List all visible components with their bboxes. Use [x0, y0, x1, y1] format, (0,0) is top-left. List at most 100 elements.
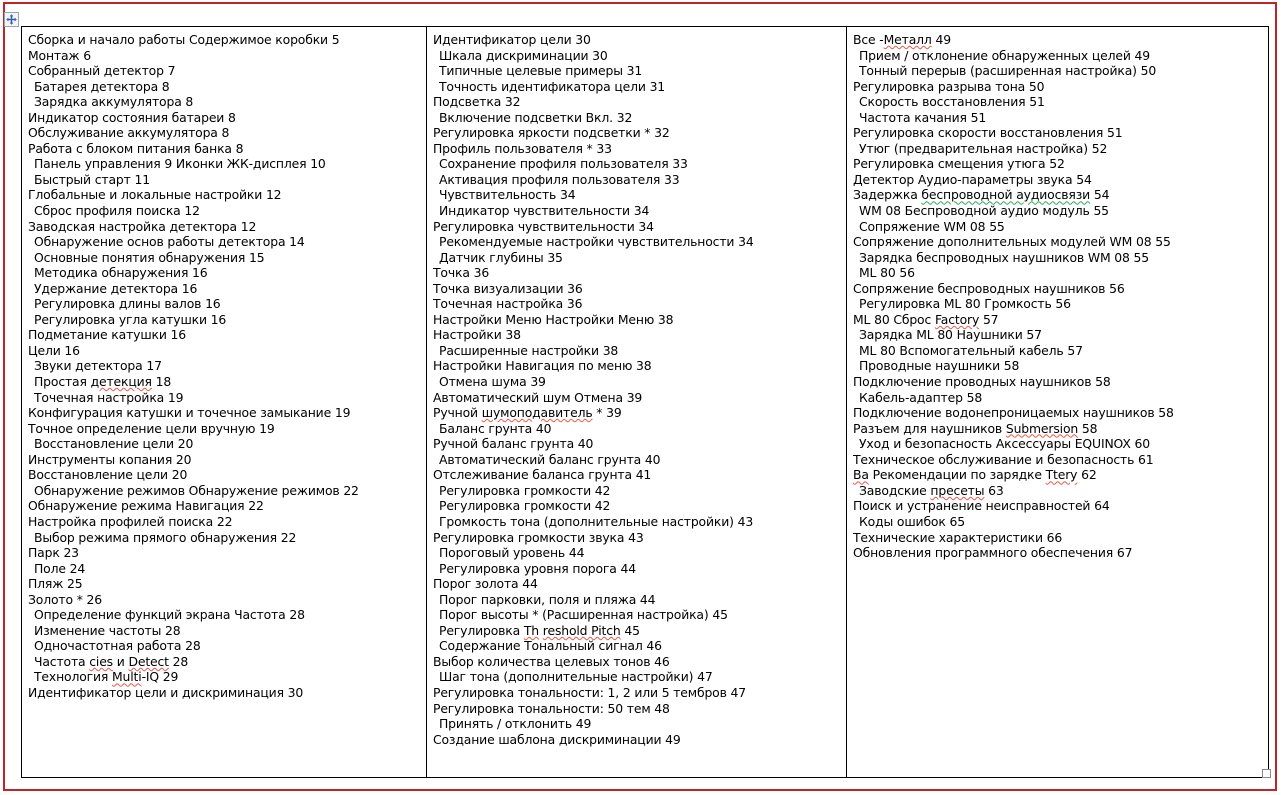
- toc-entry: Настройка профилей поиска 22: [28, 513, 233, 529]
- toc-entry: Индикатор чувствительности 34: [439, 203, 650, 219]
- toc-entry: Звуки детектора 17: [34, 358, 162, 374]
- toc-entry: Автоматический баланс грунта 40: [439, 451, 661, 467]
- toc-entry: Подметание катушки 16: [28, 327, 187, 343]
- toc-entry: Ручной баланс грунта 40: [433, 436, 594, 452]
- toc-entry: Регулировка тональности: 1, 2 или 5 темб…: [433, 684, 747, 700]
- toc-table: Сборка и начало работы Содержимое коробк…: [21, 26, 1269, 778]
- toc-entry: Настройки Меню Настройки Меню 38: [433, 311, 674, 327]
- toc-entry: Ручной шумоподавитель * 39: [433, 405, 622, 421]
- toc-entry: ML 80 56: [859, 265, 915, 281]
- toc-entry: Ba Рекомендации по зарядке Ttery 62: [853, 467, 1097, 483]
- toc-entry: Одночастотная работа 28: [34, 638, 201, 654]
- toc-entry: Цели 16: [28, 342, 80, 358]
- toc-entry: Регулировка угла катушки 16: [34, 311, 227, 327]
- toc-entry: Техническое обслуживание и безопасность …: [853, 451, 1154, 467]
- toc-entry: Кабель-адаптер 58: [859, 389, 983, 405]
- toc-entry: Регулировка длины валов 16: [34, 296, 221, 312]
- toc-entry: Удержание детектора 16: [34, 280, 198, 296]
- toc-entry: Выбор количества целевых тонов 46: [433, 653, 670, 669]
- toc-entry: Настройки 38: [433, 327, 521, 343]
- toc-entry: Быстрый старт 11: [34, 171, 150, 187]
- toc-entry: Регулировка Th reshold Pitch 45: [439, 622, 640, 638]
- toc-entry: Точность идентификатора цели 31: [439, 78, 666, 94]
- toc-entry: Конфигурация катушки и точечное замыкани…: [28, 405, 351, 421]
- toc-entry: Автоматический шум Отмена 39: [433, 389, 643, 405]
- table-move-handle[interactable]: [4, 12, 19, 27]
- document-page: Сборка и начало работы Содержимое коробк…: [3, 2, 1277, 791]
- toc-entry: Выбор режима прямого обнаружения 22: [34, 529, 297, 545]
- toc-entry: Задержка беспроводной аудиосвязи 54: [853, 187, 1110, 203]
- toc-entry: ML 80 Вспомогательный кабель 57: [859, 342, 1083, 358]
- toc-entry: Методика обнаружения 16: [34, 265, 208, 281]
- toc-entry: Порог золота 44: [433, 576, 538, 592]
- toc-entry: Тонный перерыв (расширенная настройка) 5…: [859, 63, 1157, 79]
- toc-entry: Пороговый уровень 44: [439, 545, 585, 561]
- toc-entry: ML 80 Сброс Factory 57: [853, 311, 999, 327]
- toc-entry: Регулировка тональности: 50 тем 48: [433, 700, 670, 716]
- toc-entry: Баланс грунта 40: [439, 420, 552, 436]
- toc-entry: Зарядка беспроводных наушников WM 08 55: [859, 249, 1149, 265]
- toc-entry: Основные понятия обнаружения 15: [34, 249, 265, 265]
- toc-entry: Регулировка яркости подсветки * 32: [433, 125, 670, 141]
- toc-entry: Порог парковки, поля и пляжа 44: [439, 591, 656, 607]
- toc-entry: Работа с блоком питания банка 8: [28, 140, 244, 156]
- toc-entry: Поиск и устранение неисправностей 64: [853, 498, 1110, 514]
- toc-entry: Шкала дискриминации 30: [439, 47, 608, 63]
- toc-entry: Обнаружение режимов Обнаружение режимов …: [34, 482, 359, 498]
- toc-entry: Регулировка чувствительности 34: [433, 218, 654, 234]
- toc-entry: Прием / отклонение обнаруженных целей 49: [859, 47, 1150, 63]
- toc-entry: Утюг (предварительная настройка) 52: [859, 140, 1108, 156]
- toc-column-3: Все -Металл 49 Прием / отклонение обнаруж…: [847, 27, 1268, 777]
- toc-entry: Рекомендуемые настройки чувствительности…: [439, 234, 754, 250]
- toc-column-1: Сборка и начало работы Содержимое коробк…: [22, 27, 427, 777]
- toc-entry: Обслуживание аккумулятора 8: [28, 125, 230, 141]
- toc-entry: Идентификатор цели 30: [433, 32, 591, 47]
- toc-entry: Глобальные и локальные настройки 12: [28, 187, 282, 203]
- toc-entry: Уход и безопасность Аксессуары EQUINOX 6…: [859, 436, 1150, 452]
- toc-entry: Регулировка смещения утюга 52: [853, 156, 1065, 172]
- toc-entry: Сброс профиля поиска 12: [34, 203, 200, 219]
- toc-entry: Точечная настройка 36: [433, 296, 583, 312]
- toc-entry: Сохранение профиля пользователя 33: [439, 156, 688, 172]
- toc-entry: Типичные целевые примеры 31: [439, 63, 643, 79]
- toc-entry: Зарядка ML 80 Наушники 57: [859, 327, 1042, 343]
- toc-entry: Идентификатор цели и дискриминация 30: [28, 684, 304, 700]
- toc-entry: Датчик глубины 35: [439, 249, 563, 265]
- toc-entry: Сопряжение WM 08 55: [859, 218, 1005, 234]
- toc-entry: Точное определение цели вручную 19: [28, 420, 275, 436]
- toc-entry: Заводская настройка детектора 12: [28, 218, 257, 234]
- toc-entry: Частота cies и Detect 28: [34, 653, 189, 669]
- toc-entry: Содержание Тональный сигнал 46: [439, 638, 662, 654]
- toc-entry: Коды ошибок 65: [859, 513, 965, 529]
- toc-entry: Настройки Навигация по меню 38: [433, 358, 652, 374]
- toc-entry: Технические характеристики 66: [853, 529, 1063, 545]
- toc-entry: Профиль пользователя * 33: [433, 140, 612, 156]
- toc-entry: Зарядка аккумулятора 8: [34, 94, 194, 110]
- move-cross-icon: [6, 14, 17, 25]
- toc-entry: Монтаж 6: [28, 47, 91, 63]
- toc-entry: Заводские пресеты 63: [859, 482, 1004, 498]
- toc-entry: Подключение проводных наушников 58: [853, 374, 1111, 390]
- toc-entry: Регулировка уровня порога 44: [439, 560, 636, 576]
- toc-entry: Регулировка громкости звука 43: [433, 529, 644, 545]
- toc-entry: Все -Металл 49: [853, 32, 951, 47]
- toc-entry: Точка 36: [433, 265, 490, 281]
- toc-entry: Регулировка громкости 42: [439, 482, 611, 498]
- toc-entry: Поле 24: [34, 560, 86, 576]
- toc-entry: Восстановление цели 20: [34, 436, 194, 452]
- toc-entry: Собранный детектор 7: [28, 63, 176, 79]
- toc-entry: Простая детекция 18: [34, 374, 172, 390]
- toc-entry: Частота качания 51: [859, 109, 987, 125]
- toc-entry: Создание шаблона дискриминации 49: [433, 731, 681, 747]
- toc-entry: Инструменты копания 20: [28, 451, 192, 467]
- toc-entry: WM 08 Беспроводной аудио модуль 55: [859, 203, 1109, 219]
- toc-entry: Чувствительность 34: [439, 187, 576, 203]
- toc-entry: Регулировка громкости 42: [439, 498, 611, 514]
- toc-entry: Регулировка разрыва тона 50: [853, 78, 1045, 94]
- toc-entry: Регулировка скорости восстановления 51: [853, 125, 1123, 141]
- toc-entry: Шаг тона (дополнительные настройки) 47: [439, 669, 713, 685]
- toc-entry: Отмена шума 39: [439, 374, 546, 390]
- toc-entry: Подключение водонепроницаемых наушников …: [853, 405, 1174, 421]
- toc-entry: Порог высоты * (Расширенная настройка) 4…: [439, 607, 728, 623]
- table-resize-handle[interactable]: [1262, 769, 1271, 778]
